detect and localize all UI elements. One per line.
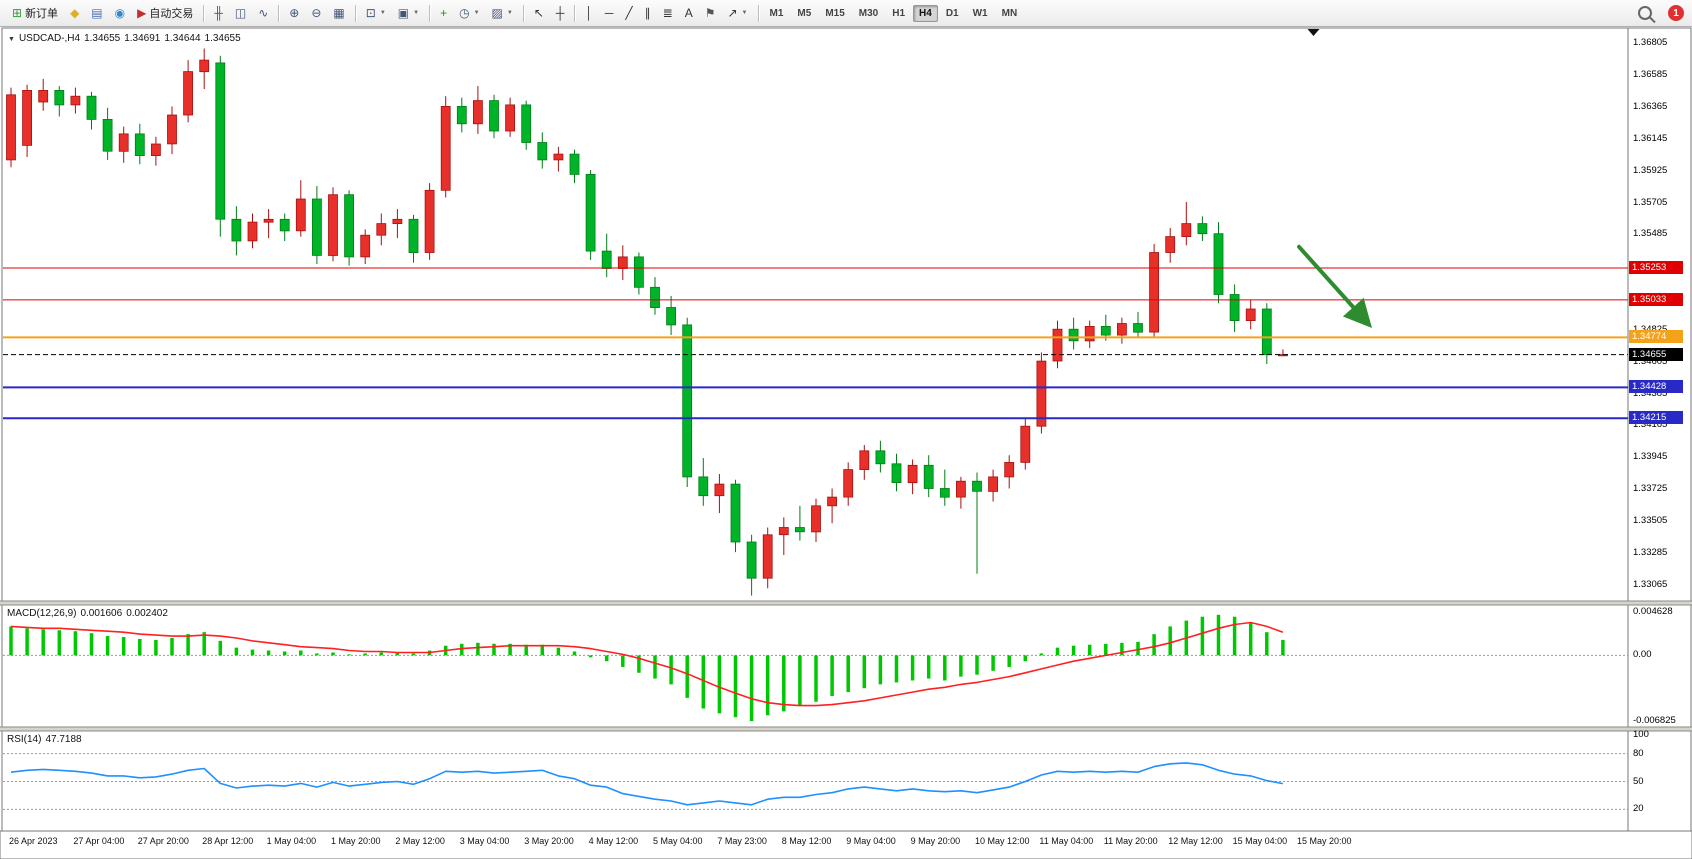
vertical-line-button[interactable]: │ — [580, 2, 598, 25]
timeframe-h4[interactable]: H4 — [913, 4, 938, 22]
new-order-button-label: 新订单 — [25, 8, 59, 20]
toolbar: ⊞ 新订单 ◆ ▤ ◉ ▶ 自动交易 ╫ ◫ ∿ ⊕ ⊖ ▦ ⊡ ▼ ▣ ▼ + ◷ ▼ ▨ ▼ ↖ ┼ │ ─ ╱ ∥ ≣ A ⚑ ↗ ▼ M… — [0, 0, 1692, 27]
toolbar-groups: ⊞ 新订单 ◆ ▤ ◉ ▶ 自动交易 ╫ ◫ ∿ ⊕ ⊖ ▦ ⊡ ▼ ▣ ▼ + ◷ ▼ ▨ ▼ ↖ ┼ │ ─ ╱ ∥ ≣ A ⚑ ↗ ▼ — [6, 2, 754, 25]
crosshair-icon: ┼ — [555, 6, 565, 20]
horizontal-line-button[interactable]: ─ — [600, 2, 619, 25]
trendline-icon: ╱ — [625, 6, 633, 20]
timeframe-w1[interactable]: W1 — [972, 7, 988, 19]
chevron-down-icon: ▼ — [473, 10, 480, 16]
autotrading-button-label: 自动交易 — [149, 8, 194, 20]
indicators-icon: + — [440, 6, 448, 20]
timeframe-mn[interactable]: MN — [1001, 7, 1018, 19]
text-label-icon: ⚑ — [704, 6, 716, 20]
macd-plot-area[interactable] — [3, 605, 1628, 727]
profiles-icon: ▣ — [397, 6, 410, 20]
timeframe-m5[interactable]: M5 — [797, 7, 812, 19]
notification-badge[interactable]: 1 — [1668, 5, 1684, 21]
chevron-down-icon: ▼ — [506, 10, 513, 16]
fibonacci-icon: ≣ — [662, 6, 673, 20]
bar-chart-icon: ╫ — [214, 6, 223, 20]
toolbar-separator — [757, 4, 759, 22]
panel-splitter[interactable] — [0, 727, 1692, 731]
zoom-in-icon: ⊕ — [289, 6, 300, 20]
timeframe-m1[interactable]: M1 — [769, 7, 784, 19]
line-chart-icon: ∿ — [258, 6, 269, 20]
rsi-line — [10, 762, 1284, 806]
time-axis-strip[interactable] — [0, 830, 1692, 859]
new-order-icon: ⊞ — [12, 6, 23, 20]
data-window-icon: ◉ — [114, 6, 126, 20]
toolbar-separator — [203, 4, 205, 22]
candles — [6, 48, 1288, 596]
notification-count: 1 — [1673, 7, 1679, 19]
new-order-button[interactable]: ⊞ 新订单 — [7, 2, 63, 25]
main-chart-plot-area[interactable] — [3, 28, 1628, 601]
timeframe-m30[interactable]: M30 — [858, 7, 879, 19]
templates-button[interactable]: ▨ ▼ — [487, 2, 518, 25]
new-chart-icon: ⊡ — [365, 6, 376, 20]
line-chart-button[interactable]: ∿ — [253, 2, 273, 25]
metaeditor-button[interactable]: ◆ — [65, 2, 84, 25]
metaeditor-icon: ◆ — [70, 6, 80, 20]
bearish-arrow-annotation[interactable] — [1297, 244, 1372, 328]
timeframe-h1[interactable]: H1 — [892, 7, 906, 19]
toolbar-separator — [574, 4, 576, 22]
bar-chart-button[interactable]: ╫ — [209, 2, 228, 25]
crosshair-button[interactable]: ┼ — [551, 2, 570, 25]
channel-icon: ∥ — [644, 6, 651, 20]
market-watch-button[interactable]: ▤ — [86, 2, 107, 25]
autotrading-button[interactable]: ▶ 自动交易 — [132, 2, 198, 25]
toolbar-separator — [522, 4, 524, 22]
timeframe-m15[interactable]: M15 — [825, 7, 845, 19]
trendline-button[interactable]: ╱ — [620, 2, 637, 25]
market-watch-icon: ▤ — [91, 6, 103, 20]
horizontal-line-icon: ─ — [604, 6, 614, 20]
zoom-out-icon: ⊖ — [311, 6, 322, 20]
zoom-out-button[interactable]: ⊖ — [306, 2, 326, 25]
vertical-line-icon: │ — [585, 6, 593, 20]
indicators-button[interactable]: + — [435, 2, 452, 25]
zoom-in-button[interactable]: ⊕ — [284, 2, 304, 25]
macd-signal-line — [10, 621, 1284, 707]
chevron-down-icon: ▼ — [413, 10, 420, 16]
timeframe-d1[interactable]: D1 — [945, 7, 959, 19]
toolbar-separator — [429, 4, 431, 22]
tile-windows-icon: ▦ — [333, 6, 345, 20]
fibonacci-button[interactable]: ≣ — [658, 2, 678, 25]
panel-splitter[interactable] — [0, 601, 1692, 605]
chevron-down-icon: ▼ — [379, 10, 386, 16]
candlestick-chart-button[interactable]: ◫ — [230, 2, 251, 25]
price-axis-column[interactable] — [1627, 27, 1692, 832]
macd-histogram — [9, 614, 1285, 722]
data-window-button[interactable]: ◉ — [110, 2, 130, 25]
periods-button[interactable]: ◷ ▼ — [454, 2, 484, 25]
channel-button[interactable]: ∥ — [640, 2, 656, 25]
timeframe-toolbar: M1 M5 M15 M30 H1 H4 D1 W1 MN — [763, 4, 1025, 22]
tile-windows-button[interactable]: ▦ — [328, 2, 349, 25]
text-button[interactable]: A — [680, 2, 698, 25]
search-icon[interactable] — [1638, 6, 1652, 20]
autotrading-icon: ▶ — [137, 6, 147, 20]
arrows-icon: ↗ — [727, 6, 738, 20]
text-label-button[interactable]: ⚑ — [700, 2, 721, 25]
templates-icon: ▨ — [491, 6, 503, 20]
cursor-icon: ↖ — [533, 6, 544, 20]
new-chart-button[interactable]: ⊡ ▼ — [361, 2, 391, 25]
cursor-button[interactable]: ↖ — [529, 2, 549, 25]
arrows-button[interactable]: ↗ ▼ — [722, 2, 752, 25]
candlestick-chart-icon: ◫ — [234, 6, 247, 20]
profiles-button[interactable]: ▣ ▼ — [393, 2, 424, 25]
toolbar-separator — [354, 4, 356, 22]
rsi-plot-area[interactable] — [3, 731, 1628, 831]
text-icon: A — [684, 6, 693, 20]
periods-icon: ◷ — [459, 6, 470, 20]
chart-shift-marker[interactable] — [1307, 29, 1320, 36]
toolbar-separator — [278, 4, 280, 22]
chevron-down-icon: ▼ — [741, 10, 748, 16]
